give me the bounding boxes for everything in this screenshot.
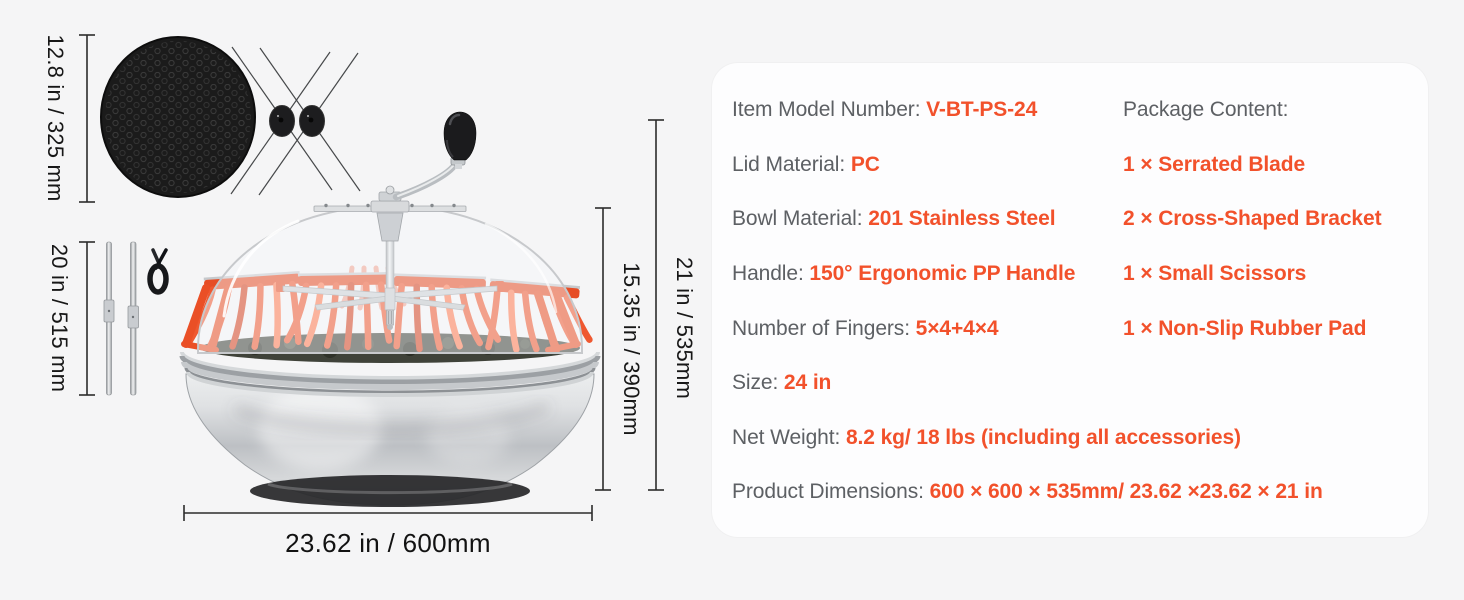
spec-value: PC bbox=[850, 152, 880, 176]
spec-label: Net Weight: bbox=[732, 425, 846, 449]
package-content-header: Package Content: bbox=[1123, 98, 1289, 122]
spec-label: Handle: bbox=[732, 262, 810, 286]
spec-label: Lid Material: bbox=[732, 152, 851, 176]
product-illustration: 12.8 in / 325 mm bbox=[43, 34, 697, 558]
crank-handle bbox=[392, 111, 477, 201]
spec-panel: Item Model Number: V-BT-PS-24 Package Co… bbox=[712, 63, 1428, 537]
rubber-pad bbox=[100, 36, 256, 198]
package-item: 1 × Non-Slip Rubber Pad bbox=[1123, 316, 1367, 340]
package-item: 1 × Serrated Blade bbox=[1123, 152, 1306, 176]
package-item: 1 × Small Scissors bbox=[1123, 262, 1307, 286]
spec-value: 600 × 600 × 535mm/ 23.62 ×23.62 × 21 in bbox=[929, 480, 1323, 504]
spec-row: Product Dimensions: 600 × 600 × 535mm/ 2… bbox=[732, 465, 1414, 520]
dimension-total-height bbox=[648, 119, 664, 491]
dimension-pad-height bbox=[79, 34, 95, 203]
trimmer-bowl bbox=[179, 111, 601, 507]
spinner-hub-shaft bbox=[384, 237, 396, 330]
spec-row: Net Weight: 8.2 kg/ 18 lbs (including al… bbox=[732, 411, 1414, 466]
spec-value: 150° Ergonomic PP Handle bbox=[809, 262, 1076, 286]
bowl-rim bbox=[179, 351, 601, 397]
pad-height-label: 12.8 in / 325 mm bbox=[43, 34, 68, 201]
spec-value: V-BT-PS-24 bbox=[926, 98, 1038, 122]
spec-label: Product Dimensions: bbox=[732, 480, 930, 504]
spec-row: Size: 24 in bbox=[732, 356, 1414, 411]
finger-frame-right bbox=[534, 290, 581, 354]
finger-frame-left bbox=[181, 284, 232, 353]
dimension-blade-length bbox=[79, 241, 95, 396]
spec-value: 8.2 kg/ 18 lbs (including all accessorie… bbox=[845, 425, 1241, 449]
spec-row: Number of Fingers: 5×4+4×4 1 × Non-Slip … bbox=[732, 301, 1414, 356]
package-item: 2 × Cross-Shaped Bracket bbox=[1123, 207, 1382, 231]
spec-label: Size: bbox=[732, 371, 784, 395]
bowl-rubber-base bbox=[250, 475, 530, 507]
spec-label: Number of Fingers: bbox=[732, 316, 916, 340]
spinner-cross-arms bbox=[276, 281, 504, 311]
total-height-label: 21 in / 535mm bbox=[672, 257, 697, 399]
spec-row: Bowl Material: 201 Stainless Steel 2 × C… bbox=[732, 192, 1414, 247]
spec-value: 201 Stainless Steel bbox=[868, 207, 1056, 231]
spec-row: Handle: 150° Ergonomic PP Handle 1 × Sma… bbox=[732, 247, 1414, 302]
spec-row: Lid Material: PC 1 × Serrated Blade bbox=[732, 138, 1414, 193]
dimension-bowl-width bbox=[183, 505, 593, 521]
crank-knob bbox=[443, 111, 477, 161]
spec-label: Bowl Material: bbox=[732, 207, 869, 231]
blade-length-label: 20 in / 515 mm bbox=[47, 244, 72, 392]
spec-label: Item Model Number: bbox=[732, 98, 927, 122]
bowl-width-label: 23.62 in / 600mm bbox=[285, 528, 491, 558]
spec-row: Item Model Number: V-BT-PS-24 Package Co… bbox=[732, 83, 1414, 138]
spec-value: 5×4+4×4 bbox=[915, 316, 999, 340]
bowl-height-label: 15.35 in / 390mm bbox=[619, 262, 644, 435]
serrated-blades bbox=[103, 241, 139, 396]
bracket-knobs bbox=[269, 105, 325, 137]
dimension-bowl-height bbox=[595, 207, 611, 491]
spec-value: 24 in bbox=[783, 371, 832, 395]
small-scissors bbox=[147, 248, 169, 295]
dome-top-mount bbox=[313, 185, 467, 242]
